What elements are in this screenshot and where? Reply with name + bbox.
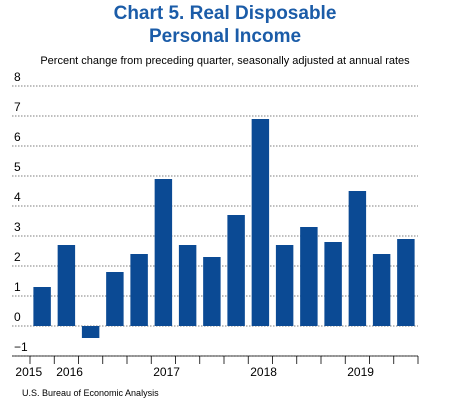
bar (348, 191, 367, 326)
chart-title: Chart 5. Real Disposable (114, 3, 337, 24)
bar (372, 254, 391, 326)
bar (324, 242, 342, 326)
y-tick-label: 3 (14, 220, 21, 234)
y-tick-label: 1 (14, 280, 21, 294)
y-tick-label: −1 (14, 340, 28, 354)
y-tick-label: 5 (14, 160, 21, 174)
y-tick-label: 0 (14, 310, 21, 324)
bar (227, 215, 245, 326)
x-tick-label: 2016 (56, 365, 83, 379)
bar (203, 257, 221, 326)
chart-subtitle: Percent change from preceding quarter, s… (40, 55, 410, 67)
bar (300, 227, 318, 326)
bar (397, 239, 415, 326)
source: U.S. Bureau of Economic Analysis (22, 388, 159, 398)
x-tick-label: 2018 (250, 365, 277, 379)
bar (81, 326, 100, 338)
x-tick-label: 2019 (347, 365, 374, 379)
bar (33, 287, 51, 326)
bar (57, 245, 76, 326)
y-tick-label: 8 (14, 70, 21, 84)
y-tick-label: 4 (14, 190, 21, 204)
bar (178, 245, 197, 326)
y-tick-label: 6 (14, 130, 21, 144)
y-tick-label: 7 (14, 100, 21, 114)
chart-title: Personal Income (149, 26, 301, 47)
bar (154, 179, 173, 326)
y-tick-label: 2 (14, 250, 21, 264)
x-tick-label: 2015 (15, 365, 42, 379)
bar (130, 254, 148, 326)
bar (106, 272, 124, 326)
bar (251, 119, 270, 326)
x-tick-label: 2017 (153, 365, 180, 379)
bar (275, 245, 294, 326)
